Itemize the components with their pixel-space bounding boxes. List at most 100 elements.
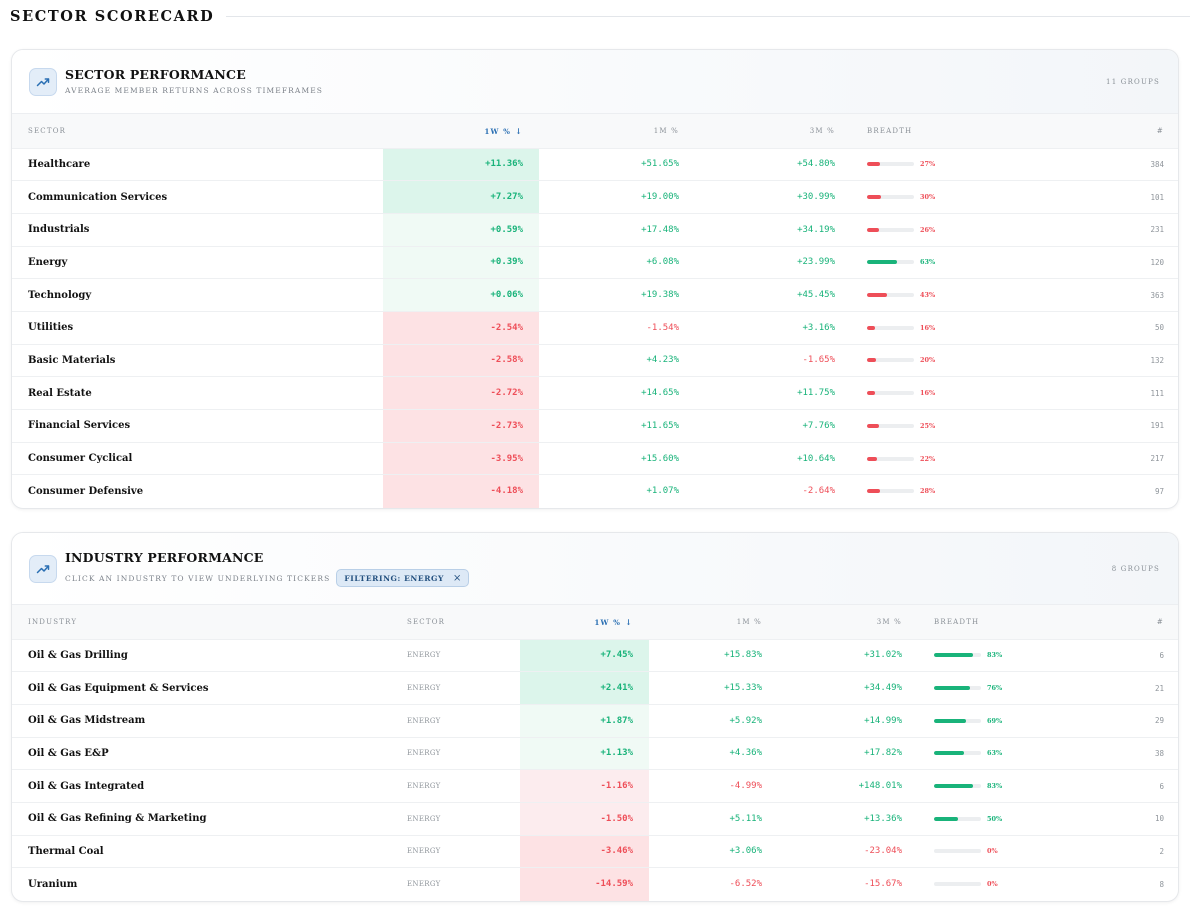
return-1w-cell: -14.59%	[520, 867, 649, 901]
industry-group-count: 8 GROUPS	[1111, 565, 1160, 573]
industry-row[interactable]: Oil & Gas E&P ENERGY +1.13% +4.36% +17.82% 63…	[12, 737, 1178, 770]
industry-row[interactable]: Oil & Gas Drilling ENERGY +7.45% +15.83% +31…	[12, 639, 1178, 672]
sector-name-cell[interactable]: Communication Services	[28, 191, 168, 203]
sector-row[interactable]: Consumer Cyclical -3.95% +15.60% +10.64% 22%…	[12, 442, 1178, 475]
sector-row[interactable]: Consumer Defensive -4.18% +1.07% -2.64% 28% 9…	[12, 474, 1178, 508]
sector-name-cell[interactable]: Technology	[28, 289, 92, 301]
sector-name-cell[interactable]: Consumer Defensive	[28, 485, 144, 497]
industry-name-cell[interactable]: Oil & Gas Drilling	[28, 649, 128, 661]
sector-name-cell[interactable]: Utilities	[28, 322, 74, 334]
sector-name-cell[interactable]: Energy	[28, 256, 68, 268]
sector-name-cell[interactable]: Financial Services	[28, 420, 131, 432]
column-header-1w[interactable]: 1W % ↓	[520, 605, 649, 639]
breadth-bar-fill	[867, 325, 875, 330]
sector-name-cell[interactable]: Consumer Cyclical	[28, 453, 133, 465]
industry-row[interactable]: Uranium ENERGY -14.59% -6.52% -15.67% 0% 8	[12, 867, 1178, 901]
breadth-label: 63%	[987, 749, 1003, 758]
industry-name-cell[interactable]: Oil & Gas Equipment & Services	[28, 682, 209, 694]
return-3m-cell: +54.80%	[797, 159, 835, 170]
industry-row[interactable]: Oil & Gas Integrated ENERGY -1.16% -4.99% +1…	[12, 769, 1178, 803]
industry-name-cell[interactable]: Uranium	[28, 878, 78, 890]
return-1w-cell: +2.41%	[520, 671, 649, 705]
sector-row[interactable]: Financial Services -2.73% +11.65% +7.76% 25%…	[12, 409, 1178, 443]
member-count-cell: 363	[1150, 290, 1164, 300]
breadth-indicator: 83%	[934, 651, 1078, 659]
breadth-cell: 0%	[918, 835, 1078, 868]
industry-row[interactable]: Oil & Gas Midstream ENERGY +1.87% +5.92% +14…	[12, 704, 1178, 738]
sector-tag-cell: ENERGY	[407, 847, 441, 856]
industry-row[interactable]: Oil & Gas Equipment & Services ENERGY +2.4…	[12, 671, 1178, 705]
sector-row[interactable]: Technology +0.06% +19.38% +45.45% 43% 363	[12, 278, 1178, 312]
sector-name-cell[interactable]: Basic Materials	[28, 354, 116, 366]
filter-chip[interactable]: FILTERING: ENERGY ×	[336, 569, 470, 587]
sector-row[interactable]: Communication Services +7.27% +19.00% +30.9…	[12, 180, 1178, 214]
column-header-1w[interactable]: 1W % ↓	[383, 114, 539, 148]
sector-row[interactable]: Healthcare +11.36% +51.65% +54.80% 27% 384	[12, 148, 1178, 181]
return-1w-cell: +1.13%	[520, 737, 649, 770]
industry-row[interactable]: Thermal Coal ENERGY -3.46% +3.06% -23.04% 0% 2	[12, 835, 1178, 868]
page-title: SECTOR SCORECARD	[10, 7, 215, 25]
column-header-sector[interactable]: SECTOR	[407, 617, 446, 626]
breadth-bar	[867, 423, 914, 428]
breadth-cell: 83%	[918, 639, 1078, 672]
return-1m-cell: +1.07%	[646, 486, 679, 497]
return-1m-cell: -4.99%	[729, 781, 762, 792]
column-header-industry[interactable]: INDUSTRY	[28, 617, 78, 626]
breadth-label: 83%	[987, 651, 1003, 660]
breadth-bar-fill	[867, 456, 878, 461]
breadth-bar	[867, 358, 914, 363]
member-count-cell: 101	[1150, 192, 1164, 202]
breadth-bar-fill	[867, 227, 880, 232]
industry-name-cell[interactable]: Oil & Gas Integrated	[28, 780, 145, 792]
return-1m-cell: -1.54%	[646, 322, 679, 333]
sector-subtitle-text: AVERAGE MEMBER RETURNS ACROSS TIMEFRAMES	[65, 86, 324, 95]
industry-name-cell[interactable]: Oil & Gas Refining & Marketing	[28, 813, 207, 825]
industry-name-cell[interactable]: Oil & Gas Midstream	[28, 715, 146, 727]
column-header-1m[interactable]: 1M %	[736, 617, 762, 626]
breadth-indicator: 0%	[934, 847, 1078, 855]
title-divider	[226, 15, 1190, 17]
breadth-cell: 76%	[918, 672, 1078, 705]
column-header-breadth[interactable]: BREADTH	[934, 617, 980, 626]
return-1w-cell: -3.95%	[383, 442, 539, 475]
breadth-bar	[867, 489, 914, 494]
sector-row[interactable]: Basic Materials -2.58% +4.23% -1.65% 20% 132	[12, 344, 1178, 377]
return-3m-cell: +148.01%	[858, 781, 902, 792]
column-header-breadth[interactable]: BREADTH	[867, 126, 913, 135]
industry-name-cell[interactable]: Oil & Gas E&P	[28, 747, 109, 759]
column-header-sector[interactable]: SECTOR	[28, 126, 67, 135]
sector-name-cell[interactable]: Industrials	[28, 224, 90, 236]
column-header-count[interactable]: #	[1156, 617, 1164, 626]
column-header-1m[interactable]: 1M %	[653, 126, 679, 135]
industry-row[interactable]: Oil & Gas Refining & Marketing ENERGY -1.5…	[12, 802, 1178, 836]
column-header-3m[interactable]: 3M %	[876, 617, 902, 626]
column-header-1w-label: 1W %	[594, 617, 622, 627]
return-1w-cell: -2.72%	[383, 376, 539, 410]
member-count-cell: 217	[1150, 454, 1164, 464]
sector-row[interactable]: Energy +0.39% +6.08% +23.99% 63% 120	[12, 246, 1178, 279]
return-1m-cell: +5.92%	[729, 715, 762, 726]
breadth-bar	[867, 162, 914, 167]
return-3m-cell: +17.82%	[864, 748, 902, 759]
sector-row[interactable]: Industrials +0.59% +17.48% +34.19% 26% 231	[12, 213, 1178, 247]
breadth-label: 28%	[920, 487, 936, 496]
close-icon[interactable]: ×	[453, 572, 462, 584]
member-count-cell: 384	[1150, 159, 1164, 169]
sector-row[interactable]: Real Estate -2.72% +14.65% +11.75% 16% 111	[12, 376, 1178, 410]
column-header-count[interactable]: #	[1156, 126, 1164, 135]
column-header-3m[interactable]: 3M %	[809, 126, 835, 135]
breadth-indicator: 69%	[934, 717, 1078, 725]
return-1m-cell: +14.65%	[641, 388, 679, 399]
sector-name-cell[interactable]: Healthcare	[28, 158, 91, 170]
sector-name-cell[interactable]: Real Estate	[28, 387, 92, 399]
sector-row[interactable]: Utilities -2.54% -1.54% +3.16% 16% 50	[12, 311, 1178, 345]
trending-up-icon	[29, 68, 57, 96]
industry-subtitle-text: CLICK AN INDUSTRY TO VIEW UNDERLYING TIC…	[65, 573, 331, 583]
member-count-cell: 2	[1159, 846, 1164, 856]
breadth-cell: 27%	[851, 148, 1007, 181]
return-1w-cell: -4.18%	[383, 474, 539, 508]
breadth-label: 0%	[987, 880, 998, 889]
industry-name-cell[interactable]: Thermal Coal	[28, 845, 104, 857]
member-count-cell: 231	[1150, 225, 1164, 235]
return-1m-cell: +51.65%	[641, 159, 679, 170]
